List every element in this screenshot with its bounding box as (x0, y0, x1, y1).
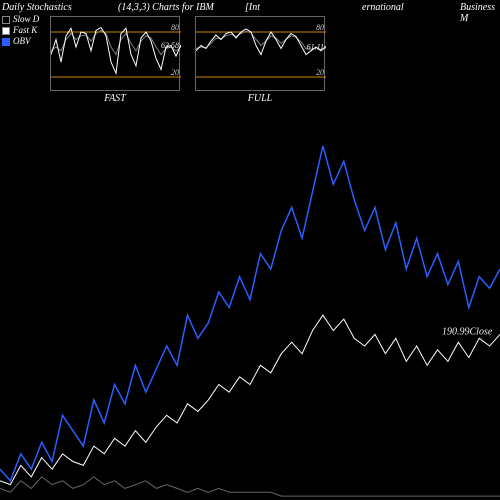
svg-text:63.58: 63.58 (161, 41, 179, 50)
mini-chart-fast: 20 80 63.58 (50, 16, 180, 91)
legend-label-obv: OBV (13, 36, 31, 47)
title-stochastics: Daily Stochastics (2, 2, 72, 13)
legend: Slow D Fast K OBV (2, 14, 39, 47)
legend-box-obv (2, 38, 10, 46)
title-symbol-frag3: Business M (460, 2, 500, 24)
svg-text:20: 20 (171, 68, 179, 77)
svg-text:20: 20 (316, 68, 324, 77)
legend-fast-k: Fast K (2, 25, 39, 36)
svg-text:80: 80 (171, 23, 179, 32)
chart-header: Daily Stochastics (14,3,3) Charts for IB… (0, 2, 500, 16)
svg-text:190.99Close: 190.99Close (442, 326, 493, 337)
legend-obv: OBV (2, 36, 39, 47)
svg-text:80: 80 (316, 23, 324, 32)
legend-box-fast-k (2, 27, 10, 35)
legend-slow-d: Slow D (2, 14, 39, 25)
mini-chart-full-label: FULL (195, 93, 325, 104)
svg-text:61.11: 61.11 (307, 42, 324, 51)
title-symbol-frag2: ernational (362, 2, 404, 13)
title-params: (14,3,3) Charts for IBM (118, 2, 214, 13)
title-symbol-frag1: [Int (245, 2, 260, 13)
mini-chart-full: 20 80 61.11 (195, 16, 325, 91)
legend-label-fast-k: Fast K (13, 25, 37, 36)
legend-box-slow-d (2, 16, 10, 24)
legend-label-slow-d: Slow D (13, 14, 39, 25)
mini-chart-fast-label: FAST (50, 93, 180, 104)
main-chart: 190.99Close (0, 115, 500, 500)
